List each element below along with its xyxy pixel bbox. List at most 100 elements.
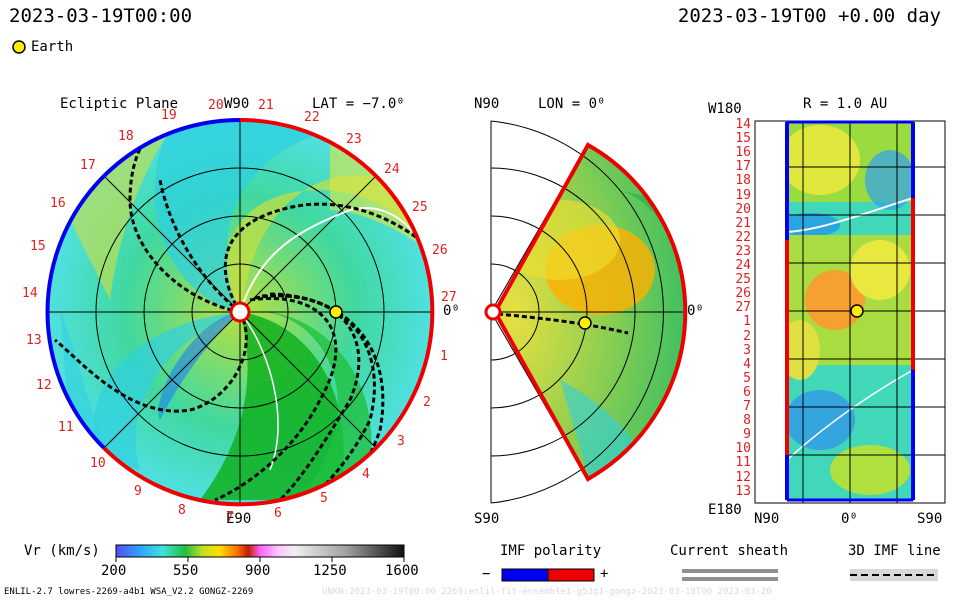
radial-y-label: 8 <box>743 413 751 429</box>
sector-number: 3 <box>397 434 405 449</box>
datetime-right: 2023-03-19T00 +0.00 day <box>677 5 941 27</box>
imf-line-label: 3D IMF line <box>848 543 941 559</box>
radial-y-label: 23 <box>735 243 751 259</box>
sector-number: 17 <box>80 158 96 173</box>
sector-number: 1 <box>440 349 448 364</box>
radial-y-label: 10 <box>735 441 751 457</box>
radial-top-left-label: W180 <box>708 101 742 117</box>
footer-right: UNKN:2023-03-19T00:00 2269:enlil-fit-ens… <box>322 587 772 597</box>
radial-title: R = 1.0 AU <box>803 96 888 112</box>
meridional-bottom-label: S90 <box>474 511 500 527</box>
sector-number: 23 <box>346 132 362 147</box>
sun-marker <box>229 301 251 323</box>
earth-marker-ecliptic <box>329 305 343 319</box>
radial-y-label: 13 <box>735 483 751 499</box>
radial-y-label: 5 <box>743 370 751 386</box>
radial-x-label: 0⁰ <box>841 511 858 527</box>
colorbar-tick-label: 900 <box>245 563 271 579</box>
imf-polarity-minus: − <box>482 566 491 582</box>
sector-number: 18 <box>118 129 134 144</box>
imf-polarity-negative <box>501 568 549 582</box>
radial-grid <box>754 120 946 504</box>
imf-polarity-positive <box>547 568 595 582</box>
radial-bottom-left-label: E180 <box>708 502 742 518</box>
radial-y-label: 16 <box>735 145 751 161</box>
current-sheath-label: Current sheath <box>670 543 789 559</box>
sector-number: 15 <box>30 239 46 254</box>
radial-y-label: 3 <box>743 342 751 358</box>
sector-number: 25 <box>412 200 428 215</box>
sector-number: 5 <box>320 491 328 506</box>
sector-number: 20 <box>208 98 224 113</box>
footer-left: ENLIL-2.7 lowres-2269-a4b1 WSA_V2.2 GONG… <box>4 587 254 597</box>
radial-y-label: 15 <box>735 131 751 147</box>
meridional-right-label: 0⁰ <box>687 303 704 319</box>
colorbar-tick-label: 550 <box>173 563 199 579</box>
radial-y-label: 17 <box>735 159 751 175</box>
lat-label: LAT = −7.0⁰ <box>312 96 405 112</box>
earth-legend-icon <box>12 40 26 54</box>
sector-number: 21 <box>258 98 274 113</box>
sector-number: 11 <box>58 420 74 435</box>
earth-legend-label: Earth <box>31 39 74 55</box>
sector-number: 2 <box>423 395 431 410</box>
sector-number: 10 <box>90 456 106 471</box>
radial-x-label: N90 <box>754 511 780 527</box>
radial-y-label: 4 <box>743 356 751 372</box>
radial-y-label: 2 <box>743 328 751 344</box>
sector-number: 7 <box>226 510 234 525</box>
colorbar-tick-label: 1250 <box>313 563 347 579</box>
sector-number: 16 <box>50 196 66 211</box>
sector-number: 9 <box>134 484 142 499</box>
radial-y-label: 1 <box>743 314 751 330</box>
ecliptic-plane-panel <box>45 117 435 507</box>
radial-y-label: 6 <box>743 384 751 400</box>
colorbar-tick-label: 200 <box>101 563 127 579</box>
sector-number: 12 <box>36 378 52 393</box>
sector-number: 27 <box>441 290 457 305</box>
sector-number: 22 <box>304 110 320 125</box>
radial-y-label: 11 <box>735 455 751 471</box>
colorbar-ticks <box>115 557 405 562</box>
current-sheath-symbol <box>682 569 778 581</box>
imf-polarity-plus: + <box>600 566 609 582</box>
ecliptic-bottom-label: E90 <box>226 511 252 527</box>
sector-number: 26 <box>432 243 448 258</box>
radial-y-label: 9 <box>743 427 751 443</box>
sector-number: 24 <box>384 162 400 177</box>
imf-polarity-label: IMF polarity <box>500 543 602 559</box>
colorbar-tick-label: 1600 <box>385 563 419 579</box>
colorbar-label: Vr (km/s) <box>24 543 100 559</box>
radial-y-label: 25 <box>735 272 751 288</box>
velocity-colorbar <box>115 544 405 558</box>
radial-y-label: 24 <box>735 258 751 273</box>
sector-number: 13 <box>26 333 42 348</box>
radial-map-panel <box>754 120 946 504</box>
sector-number: 4 <box>362 467 370 482</box>
sector-number: 19 <box>161 108 177 123</box>
datetime-left: 2023-03-19T00:00 <box>9 5 193 27</box>
sector-number: 8 <box>178 503 186 518</box>
earth-marker-radial <box>850 304 864 318</box>
radial-y-label: 27 <box>735 300 751 316</box>
imf-line-symbol <box>850 569 938 581</box>
meridional-top-label: N90 <box>474 96 500 112</box>
radial-y-label: 26 <box>735 286 751 302</box>
radial-y-label: 7 <box>743 399 751 414</box>
ecliptic-right-label: 0⁰ <box>443 303 460 319</box>
earth-marker-meridional <box>578 316 592 330</box>
ecliptic-title: Ecliptic Plane <box>60 96 179 112</box>
radial-y-label: 19 <box>735 187 751 203</box>
radial-y-label: 22 <box>735 229 751 245</box>
radial-y-label: 21 <box>735 215 751 231</box>
radial-y-label: 18 <box>735 173 751 189</box>
lon-label: LON = 0⁰ <box>538 96 606 112</box>
sector-number: 6 <box>274 506 282 521</box>
radial-y-label: 14 <box>735 117 751 132</box>
radial-x-label: S90 <box>917 511 943 527</box>
radial-y-label: 20 <box>735 201 751 217</box>
meridional-plane-panel <box>484 120 688 504</box>
radial-y-label: 12 <box>735 469 751 485</box>
ecliptic-top-label: W90 <box>224 96 250 112</box>
